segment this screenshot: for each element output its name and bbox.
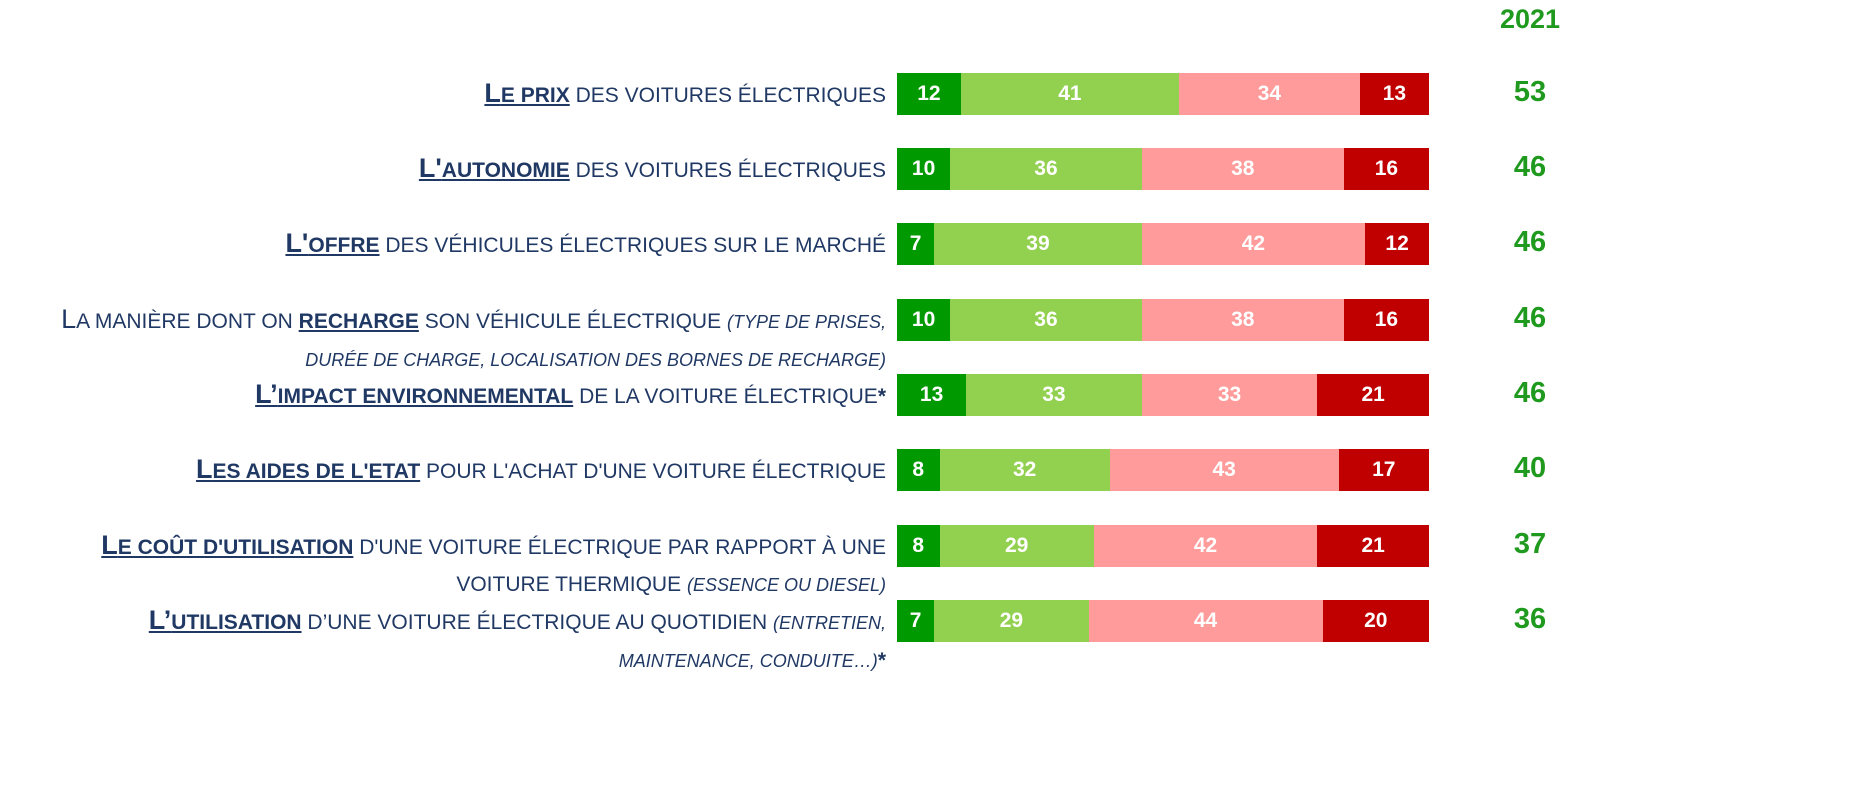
bar-segment: 10 [897, 148, 951, 190]
bar-segment: 38 [1141, 299, 1344, 341]
bar-segment: 29 [934, 600, 1089, 642]
bar-segment: 34 [1178, 73, 1360, 115]
label-part: (ESSENCE OU DIESEL) [686, 575, 886, 595]
bar-segment: 16 [1343, 299, 1429, 341]
bar-segment: 13 [897, 374, 967, 416]
bar-segment: 10 [897, 299, 951, 341]
bar-segment: 42 [1093, 525, 1318, 567]
row-label: LA MANIÈRE DONT ON RECHARGE SON VÉHICULE… [10, 301, 886, 379]
label-part: RECHARGE [298, 310, 419, 333]
bar-segment: 16 [1343, 148, 1429, 190]
row-label: L'OFFRE DES VÉHICULES ÉLECTRIQUES SUR LE… [10, 225, 886, 264]
bar-segment: 39 [934, 223, 1142, 265]
label-part: LE PRIX [484, 78, 570, 108]
label-part: L'AUTONOMIE [418, 153, 570, 183]
bar-segment: 12 [897, 73, 961, 115]
label-part: * [877, 385, 886, 408]
bar-segment: 33 [966, 374, 1142, 416]
bar-segment: 7 [897, 223, 935, 265]
total-value: 36 [1513, 603, 1547, 635]
label-part: D’UNE VOITURE ÉLECTRIQUE AU QUOTIDIEN [307, 611, 768, 634]
label-part: DES VÉHICULES ÉLECTRIQUES SUR LE MARCHÉ [385, 234, 886, 257]
bar-segment: 7 [897, 600, 935, 642]
row-label: L’UTILISATION D’UNE VOITURE ÉLECTRIQUE A… [10, 602, 886, 680]
row-label: L'AUTONOMIE DES VOITURES ÉLECTRIQUES [10, 150, 886, 189]
label-part: (ENTRETIEN, MAINTENANCE, CONDUITE…) [618, 613, 886, 671]
label-part: POUR L'ACHAT D'UNE VOITURE ÉLECTRIQUE [426, 460, 886, 483]
row-label: LE COÛT D'UTILISATION D'UNE VOITURE ÉLEC… [10, 527, 886, 604]
bar-segment: 36 [950, 148, 1142, 190]
label-part: L’IMPACT ENVIRONNEMENTAL [255, 379, 574, 409]
bar-segment: 44 [1088, 600, 1323, 642]
label-part: (TYPE DE PRISES, DURÉE DE CHARGE, LOCALI… [305, 312, 886, 370]
bar-segment: 8 [897, 449, 940, 491]
bar-segment: 21 [1317, 374, 1429, 416]
bar-segment: 17 [1338, 449, 1429, 491]
label-part: DES VOITURES ÉLECTRIQUES [575, 159, 886, 182]
bar-segment: 29 [939, 525, 1094, 567]
bar-segment: 42 [1141, 223, 1366, 265]
bar-segment: 21 [1317, 525, 1429, 567]
total-value: 46 [1513, 302, 1547, 334]
bar-segment: 36 [950, 299, 1142, 341]
row-label: LES AIDES DE L'ETAT POUR L'ACHAT D'UNE V… [10, 451, 886, 490]
total-value: 46 [1513, 151, 1547, 183]
row-label: L’IMPACT ENVIRONNEMENTAL DE LA VOITURE É… [10, 376, 886, 415]
bar-segment: 20 [1322, 600, 1429, 642]
label-part: LE COÛT D'UTILISATION [101, 530, 354, 560]
row-label: LE PRIX DES VOITURES ÉLECTRIQUES [10, 75, 886, 114]
label-part: LA MANIÈRE DONT ON [61, 304, 293, 334]
bar-segment: 32 [939, 449, 1110, 491]
total-value: 53 [1513, 76, 1547, 108]
bar-segment: 41 [960, 73, 1179, 115]
bar-segment: 8 [897, 525, 940, 567]
total-header: 2021 [1499, 4, 1561, 34]
bar-segment: 12 [1365, 223, 1429, 265]
label-part: SON VÉHICULE ÉLECTRIQUE [424, 310, 722, 333]
total-value: 46 [1513, 226, 1547, 258]
bar-segment: 13 [1359, 73, 1429, 115]
label-part: D'UNE VOITURE ÉLECTRIQUE PAR RAPPORT À U… [359, 536, 886, 596]
total-value: 37 [1513, 528, 1547, 560]
label-part: L’UTILISATION [148, 605, 302, 635]
bar-segment: 43 [1109, 449, 1339, 491]
bar-segment: 33 [1141, 374, 1318, 416]
label-part: DES VOITURES ÉLECTRIQUES [575, 84, 886, 107]
label-part: L'OFFRE [285, 228, 380, 258]
total-value: 46 [1513, 377, 1547, 409]
label-part: DE LA VOITURE ÉLECTRIQUE [579, 385, 878, 408]
label-part: * [877, 649, 886, 672]
label-part: LES AIDES DE L'ETAT [196, 454, 421, 484]
total-value: 40 [1513, 452, 1547, 484]
bar-segment: 38 [1141, 148, 1344, 190]
